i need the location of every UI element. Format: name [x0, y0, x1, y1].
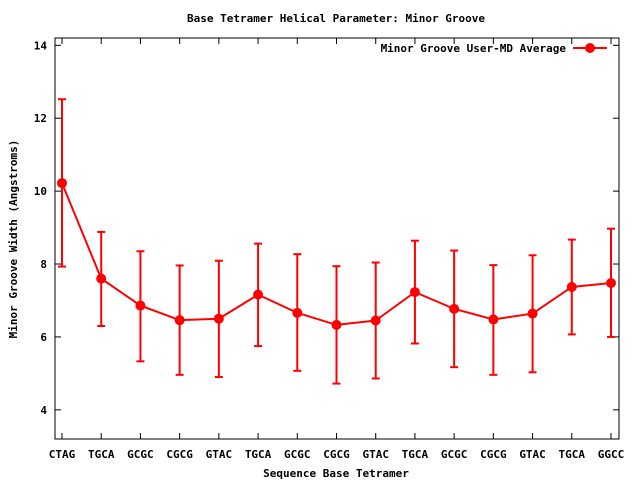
data-point: [409, 287, 420, 298]
legend: Minor Groove User-MD Average: [381, 42, 607, 55]
y-tick-label: 4: [40, 404, 47, 417]
data-point: [488, 314, 499, 325]
data-point: [292, 307, 303, 318]
y-tick-label: 6: [40, 331, 47, 344]
legend-label: Minor Groove User-MD Average: [381, 42, 567, 55]
y-tick-label: 10: [34, 185, 47, 198]
y-axis: 4 6 8 10 12 14: [34, 39, 619, 417]
x-tick-label: CGCG: [166, 448, 193, 461]
data-point: [606, 277, 616, 288]
y-tick-label: 14: [34, 39, 48, 52]
data-point: [135, 300, 146, 311]
x-tick-label: CGCG: [480, 448, 507, 461]
data-point: [449, 303, 460, 314]
x-tick-label: CGCG: [323, 448, 350, 461]
data-point: [331, 319, 342, 330]
data-point: [174, 315, 185, 326]
legend-marker-swatch: [585, 43, 595, 53]
x-tick-label: GTAC: [206, 448, 233, 461]
chart-title: Base Tetramer Helical Parameter: Minor G…: [187, 12, 485, 25]
x-tick-label: GCGC: [441, 448, 468, 461]
data-point: [527, 308, 538, 319]
x-tick-label: GCGC: [127, 448, 154, 461]
x-tick-label: TGCA: [88, 448, 115, 461]
series-minor-groove: [57, 98, 616, 385]
x-tick-label: TGCA: [245, 448, 272, 461]
x-axis: CTAG TGCA GCGC CGCG GTAC TGCA GCGC CGCG GTAC TGCA…: [49, 38, 625, 461]
x-tick-label: GGCC: [598, 448, 625, 461]
y-tick-label: 12: [34, 112, 47, 125]
data-point: [253, 289, 264, 300]
data-point: [213, 313, 224, 324]
data-point: [370, 315, 381, 326]
y-tick-label: 8: [40, 258, 47, 271]
data-point: [566, 281, 577, 292]
data-point: [57, 178, 67, 189]
x-tick-label: GTAC: [519, 448, 546, 461]
x-tick-label: GTAC: [362, 448, 389, 461]
x-axis-label: Sequence Base Tetramer: [263, 467, 409, 480]
x-tick-label: TGCA: [402, 448, 429, 461]
data-point: [96, 273, 107, 284]
x-tick-label: CTAG: [49, 448, 76, 461]
x-tick-label: TGCA: [559, 448, 586, 461]
x-tick-label: GCGC: [284, 448, 311, 461]
y-axis-label: Minor Groove Width (Angstroms): [7, 140, 20, 339]
